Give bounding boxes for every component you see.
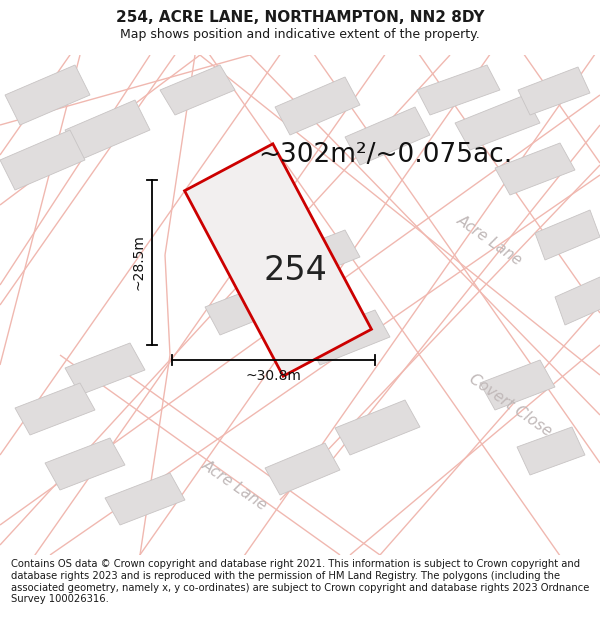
- Text: Covert Close: Covert Close: [466, 371, 554, 439]
- Polygon shape: [335, 400, 420, 455]
- Text: Map shows position and indicative extent of the property.: Map shows position and indicative extent…: [120, 28, 480, 41]
- Polygon shape: [495, 143, 575, 195]
- Polygon shape: [517, 427, 585, 475]
- Polygon shape: [5, 65, 90, 125]
- Text: Acre Lane: Acre Lane: [200, 457, 271, 513]
- Polygon shape: [15, 383, 95, 435]
- Polygon shape: [265, 443, 340, 495]
- Text: ~30.8m: ~30.8m: [245, 369, 301, 383]
- Polygon shape: [105, 473, 185, 525]
- Polygon shape: [417, 65, 500, 115]
- Polygon shape: [345, 107, 430, 165]
- Polygon shape: [45, 438, 125, 490]
- Polygon shape: [65, 343, 145, 395]
- Polygon shape: [455, 95, 540, 150]
- Polygon shape: [0, 130, 85, 190]
- Polygon shape: [275, 230, 360, 285]
- Text: Acre Lane: Acre Lane: [455, 212, 526, 268]
- Polygon shape: [65, 100, 150, 160]
- Polygon shape: [518, 67, 590, 115]
- Polygon shape: [305, 310, 390, 365]
- Polygon shape: [160, 65, 235, 115]
- Polygon shape: [185, 144, 371, 376]
- Text: ~302m²/~0.075ac.: ~302m²/~0.075ac.: [258, 142, 512, 168]
- Polygon shape: [555, 277, 600, 325]
- Polygon shape: [480, 360, 555, 410]
- Text: 254: 254: [263, 254, 327, 286]
- Polygon shape: [205, 280, 290, 335]
- Polygon shape: [535, 210, 600, 260]
- Text: ~28.5m: ~28.5m: [131, 234, 145, 291]
- Text: Contains OS data © Crown copyright and database right 2021. This information is : Contains OS data © Crown copyright and d…: [11, 559, 589, 604]
- Text: 254, ACRE LANE, NORTHAMPTON, NN2 8DY: 254, ACRE LANE, NORTHAMPTON, NN2 8DY: [116, 10, 484, 25]
- Polygon shape: [275, 77, 360, 135]
